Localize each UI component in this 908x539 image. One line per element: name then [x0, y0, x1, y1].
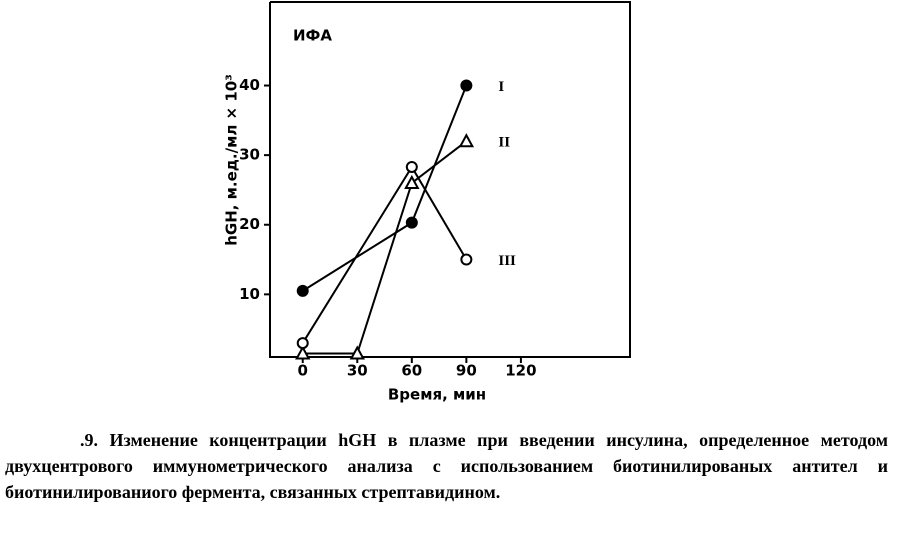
x-tick-label: 60 — [401, 362, 422, 380]
x-axis-label: Время, мин — [388, 386, 486, 404]
series-label: I — [498, 79, 504, 95]
marker — [296, 337, 309, 350]
marker — [405, 216, 418, 229]
series-label: III — [498, 253, 516, 269]
y-tick-label: 40 — [239, 76, 260, 94]
chart: ИФА hGH, м.ед./мл × 10³ Время, мин 10 20 3… — [223, 1, 631, 404]
y-tick-label: 20 — [239, 215, 260, 233]
marker — [349, 345, 365, 360]
marker — [296, 284, 309, 297]
marker — [460, 79, 473, 92]
x-tick-label: 120 — [505, 362, 536, 380]
series-line — [302, 85, 468, 292]
series-label: II — [498, 135, 510, 151]
marker — [295, 345, 311, 360]
caption: .9. Изменение концентрации hGH в плазме … — [5, 430, 888, 502]
marker — [404, 174, 420, 189]
marker — [460, 253, 473, 266]
axis-frame — [269, 1, 631, 358]
panel-label: ИФА — [293, 27, 332, 45]
x-tick-label: 0 — [298, 362, 308, 380]
x-tick-label: 30 — [347, 362, 368, 380]
series-line — [302, 140, 467, 355]
y-tick-label: 10 — [239, 285, 260, 303]
x-tick-label: 90 — [456, 362, 477, 380]
series-line — [301, 165, 468, 344]
y-axis-label: hGH, м.ед./мл × 10³ — [223, 74, 241, 246]
y-tick-label: 30 — [239, 146, 260, 164]
marker — [458, 133, 475, 148]
marker — [405, 160, 418, 173]
